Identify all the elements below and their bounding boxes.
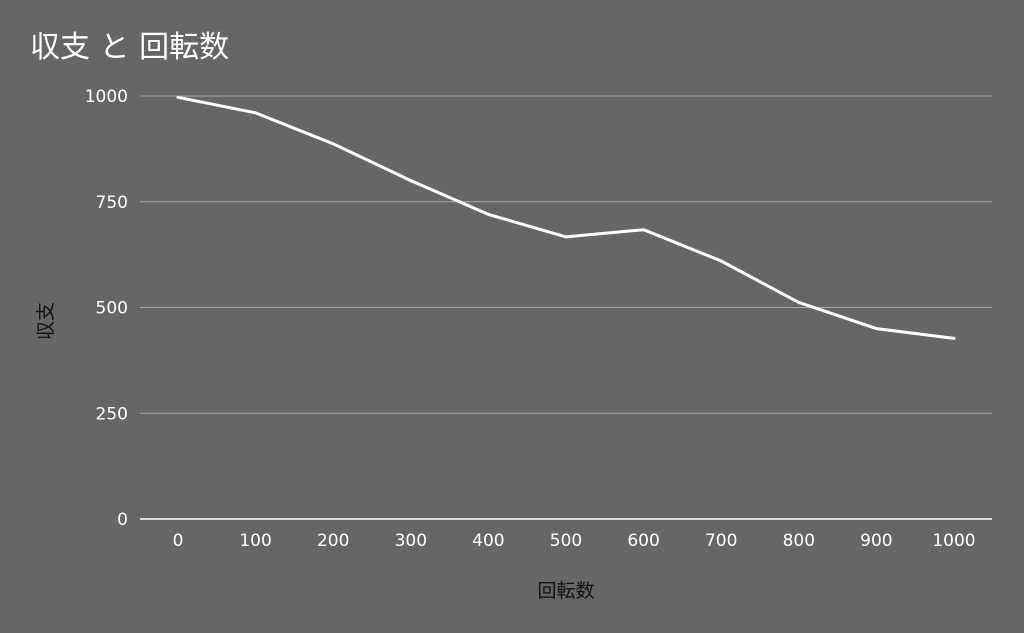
x-tick-label: 900 — [860, 531, 892, 551]
x-tick-label: 300 — [395, 531, 427, 551]
x-tick-label: 1000 — [932, 531, 975, 551]
y-axis-ticks: 0 250 500 750 1000 — [85, 87, 128, 530]
x-tick-label: 0 — [173, 531, 184, 551]
x-tick-label: 400 — [472, 531, 504, 551]
x-axis-ticks: 0 100 200 300 400 500 600 700 800 900 1000 — [173, 531, 976, 551]
y-tick-label: 0 — [117, 510, 128, 530]
y-tick-label: 250 — [96, 404, 128, 424]
x-tick-label: 100 — [239, 531, 271, 551]
grid — [140, 95, 992, 414]
series-line — [176, 95, 956, 340]
x-tick-label: 200 — [317, 531, 349, 551]
x-tick-label: 700 — [705, 531, 737, 551]
y-tick-label: 750 — [96, 193, 128, 213]
x-axis-label: 回転数 — [537, 580, 594, 602]
y-axis-label: 収支 — [35, 302, 57, 340]
chart-title: 収支 と 回転数 — [30, 30, 229, 65]
y-tick-label: 1000 — [85, 87, 128, 107]
y-tick-label: 500 — [96, 299, 128, 319]
x-tick-label: 800 — [783, 531, 815, 551]
x-tick-label: 600 — [627, 531, 659, 551]
x-tick-label: 500 — [550, 531, 582, 551]
